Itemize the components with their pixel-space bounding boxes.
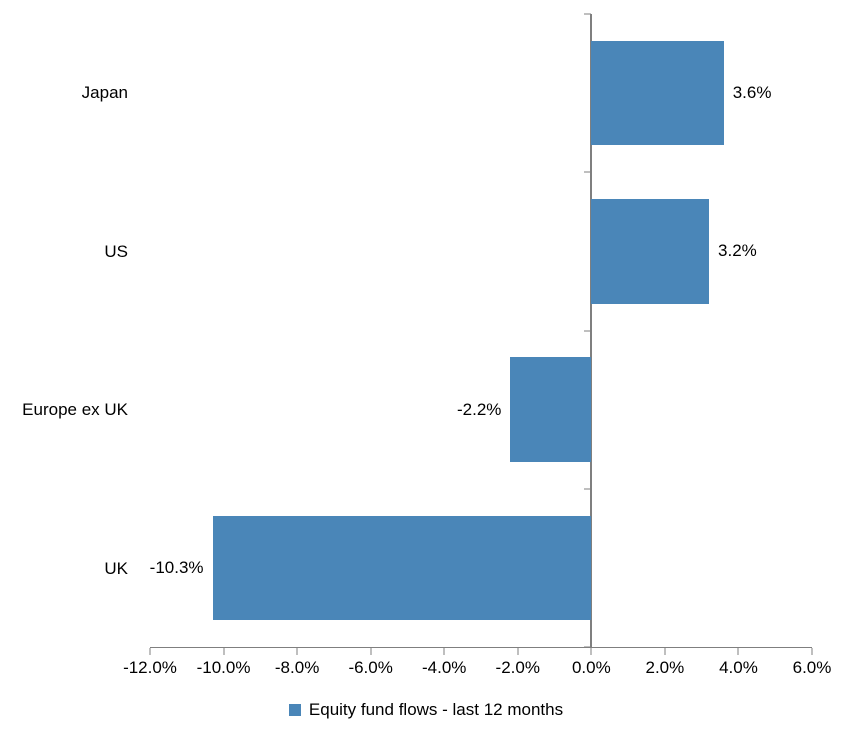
x-tick-mark (811, 648, 813, 655)
zero-baseline (590, 14, 593, 647)
bar (212, 515, 592, 621)
bar-row: -10.3% (150, 489, 812, 647)
category-label: Europe ex UK (22, 400, 128, 420)
category-label: US (104, 241, 128, 261)
x-tick-label: 6.0% (792, 658, 832, 677)
x-tick-mark (443, 648, 445, 655)
legend: Equity fund flows - last 12 months (0, 700, 852, 720)
x-tick-label: -2.0% (495, 658, 540, 677)
x-tick-label: 4.0% (719, 658, 758, 677)
x-tick-mark (370, 648, 372, 655)
x-tick-mark (517, 648, 519, 655)
plot-area: 3.6% 3.2% -2.2% -10.3% (150, 13, 812, 648)
x-tick-mark (296, 648, 298, 655)
x-tick-mark (149, 648, 151, 655)
x-tick-label: -10.0% (196, 658, 251, 677)
legend-swatch-icon (288, 704, 301, 716)
category-tick-mark (584, 488, 592, 490)
bar-row: -2.2% (150, 331, 812, 489)
x-tick-mark (664, 648, 666, 655)
bar (510, 357, 592, 462)
bar (591, 199, 710, 304)
legend-label: Equity fund flows - last 12 months (308, 700, 564, 719)
x-tick-mark (223, 648, 225, 655)
category-tick-mark (584, 171, 592, 173)
category-label: Japan (81, 83, 128, 103)
x-tick-label: -12.0% (123, 658, 177, 677)
x-tick-label: 0.0% (571, 658, 611, 677)
x-tick-mark (737, 648, 739, 655)
x-tick-label: -8.0% (274, 658, 320, 677)
x-tick-label: -4.0% (422, 658, 467, 677)
category-tick-mark (584, 330, 592, 331)
bar-value-label: -2.2% (457, 399, 502, 419)
category-label: UK (104, 558, 128, 578)
category-axis: Japan US Europe ex UK UK (0, 14, 150, 648)
category-tick-mark (584, 13, 592, 15)
bar-value-label: 3.6% (732, 83, 772, 103)
chart-grid: Japan US Europe ex UK UK 3.6% 3.2% -2.2% -10.3… (0, 13, 831, 682)
x-tick-label: 2.0% (645, 658, 685, 677)
x-tick-label: -6.0% (348, 658, 393, 677)
bar-value-label: -10.3% (149, 557, 204, 577)
x-axis: -12.0% -10.0% -8.0% -6.0% -4.0% -2.0% 0.0% 2.0%… (123, 648, 831, 682)
x-tick-mark (590, 648, 592, 655)
bar (591, 40, 724, 146)
bar-row: 3.6% (150, 14, 812, 172)
bar-value-label: 3.2% (718, 241, 757, 261)
bar-row: 3.2% (150, 172, 812, 330)
category-tick-mark (584, 646, 592, 648)
